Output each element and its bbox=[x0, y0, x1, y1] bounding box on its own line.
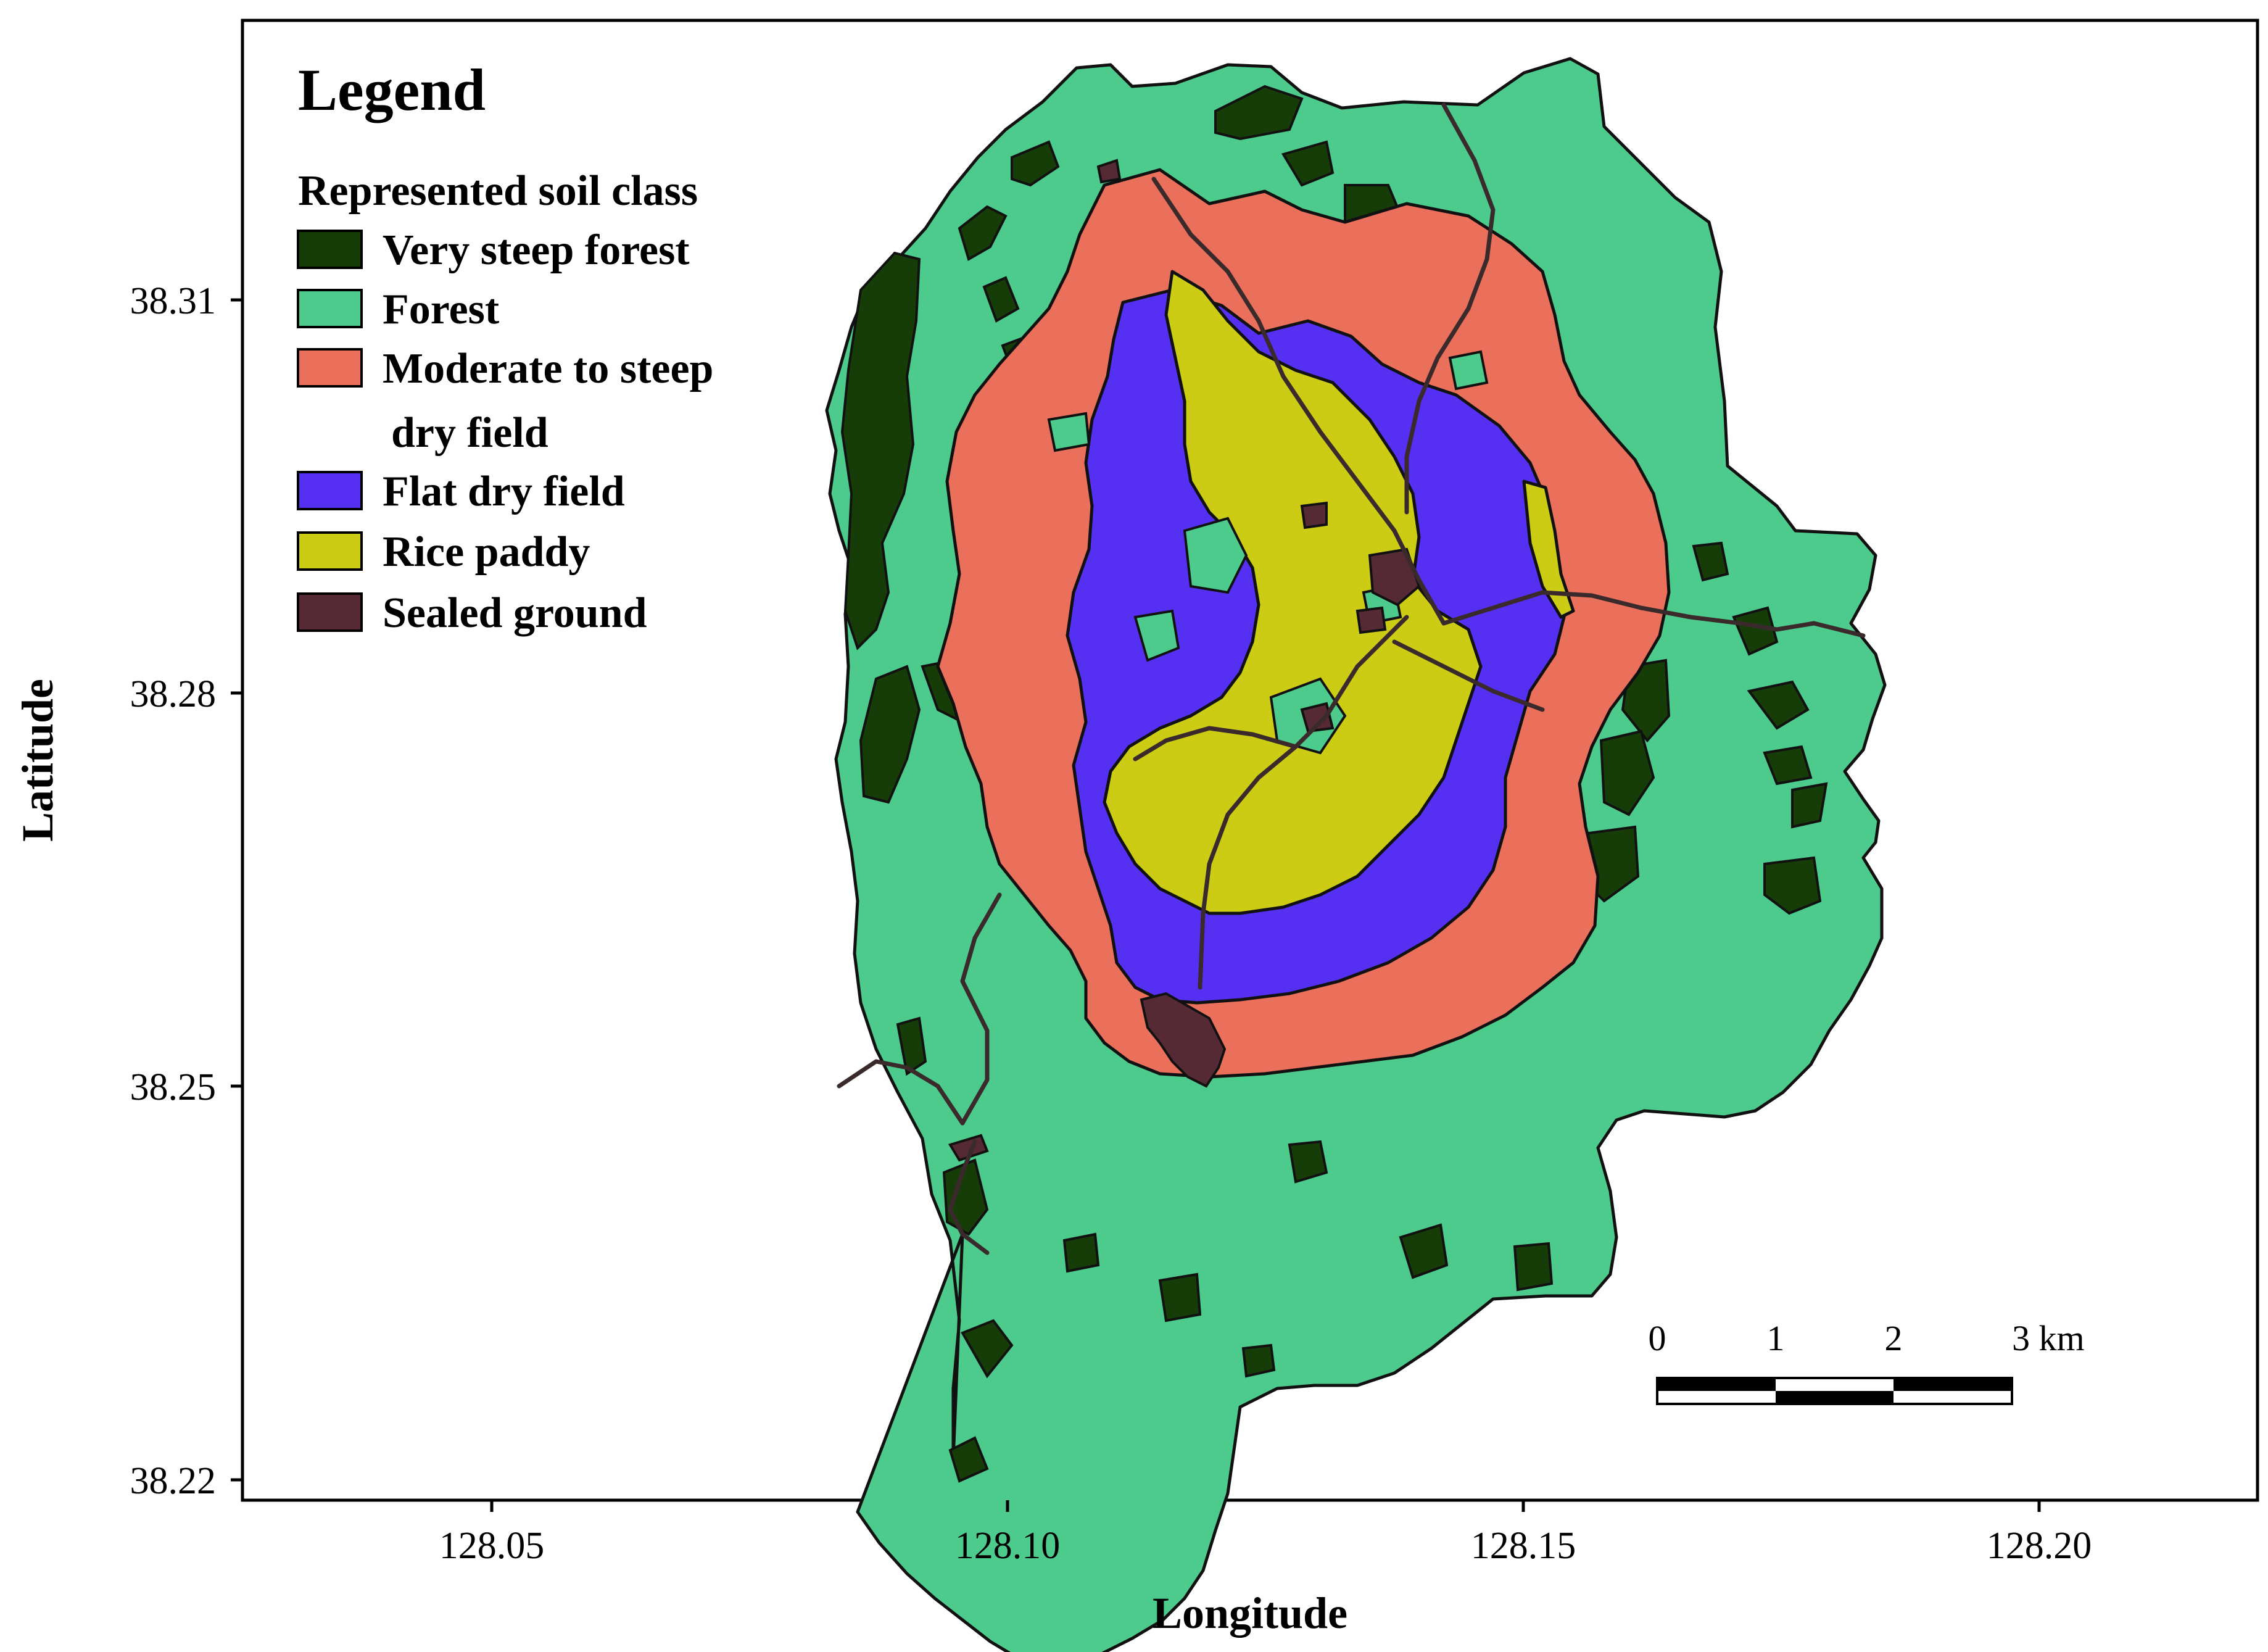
scale-segment bbox=[1657, 1378, 1776, 1391]
legend: Legend Represented soil class Very steep… bbox=[297, 57, 713, 637]
legend-label: Flat dry field bbox=[383, 468, 625, 515]
legend-swatch bbox=[297, 289, 363, 328]
legend-swatch bbox=[297, 531, 363, 571]
scale-label: 1 bbox=[1767, 1318, 1785, 1358]
x-tick-label: 128.20 bbox=[1987, 1525, 2092, 1567]
legend-swatch bbox=[297, 471, 363, 510]
scale-bar-frame bbox=[1656, 1377, 2013, 1405]
scale-bar: 0 1 2 3 km bbox=[1649, 1318, 2085, 1405]
y-axis: 38.31 38.28 38.25 38.22 Latitude bbox=[13, 280, 242, 1502]
y-tick-label: 38.31 bbox=[130, 280, 217, 322]
rice-paddy-strip bbox=[1522, 479, 1575, 619]
legend-label-line2: dry field bbox=[391, 409, 548, 457]
legend-label: Sealed ground bbox=[383, 589, 647, 637]
scale-segment bbox=[1776, 1391, 1893, 1404]
x-tick-label: 128.10 bbox=[955, 1525, 1061, 1567]
scale-segment bbox=[1893, 1391, 2012, 1404]
legend-label: Forest bbox=[383, 286, 499, 333]
y-axis-title: Latitude bbox=[13, 679, 62, 842]
y-tick-label: 38.22 bbox=[130, 1460, 217, 1502]
legend-title: Legend bbox=[298, 57, 486, 123]
legend-swatch bbox=[297, 348, 363, 388]
legend-label: Rice paddy bbox=[383, 528, 590, 576]
legend-subtitle: Represented soil class bbox=[298, 167, 698, 215]
legend-swatch bbox=[297, 592, 363, 632]
y-tick-label: 38.25 bbox=[130, 1066, 217, 1108]
legend-swatch bbox=[297, 230, 363, 269]
legend-label: Very steep forest bbox=[383, 226, 690, 274]
scale-segment bbox=[1657, 1391, 1776, 1404]
road-network bbox=[837, 102, 1866, 1255]
legend-label: Moderate to steep bbox=[383, 345, 713, 392]
x-tick-label: 128.05 bbox=[439, 1525, 545, 1567]
y-tick-label: 38.28 bbox=[130, 673, 217, 715]
scale-segment bbox=[1893, 1378, 2012, 1391]
scale-segment bbox=[1776, 1378, 1893, 1391]
sealed-ground-patches bbox=[948, 159, 1421, 1162]
scale-label: 2 bbox=[1885, 1318, 1903, 1358]
scale-label: 3 km bbox=[2012, 1318, 2085, 1358]
catchment-map bbox=[825, 57, 1887, 1652]
x-axis-title: Longitude bbox=[1153, 1588, 1347, 1638]
x-tick-label: 128.15 bbox=[1471, 1525, 1576, 1567]
x-axis: 128.05 128.10 128.15 128.20 Longitude bbox=[439, 1500, 2092, 1638]
scale-label: 0 bbox=[1649, 1318, 1666, 1358]
